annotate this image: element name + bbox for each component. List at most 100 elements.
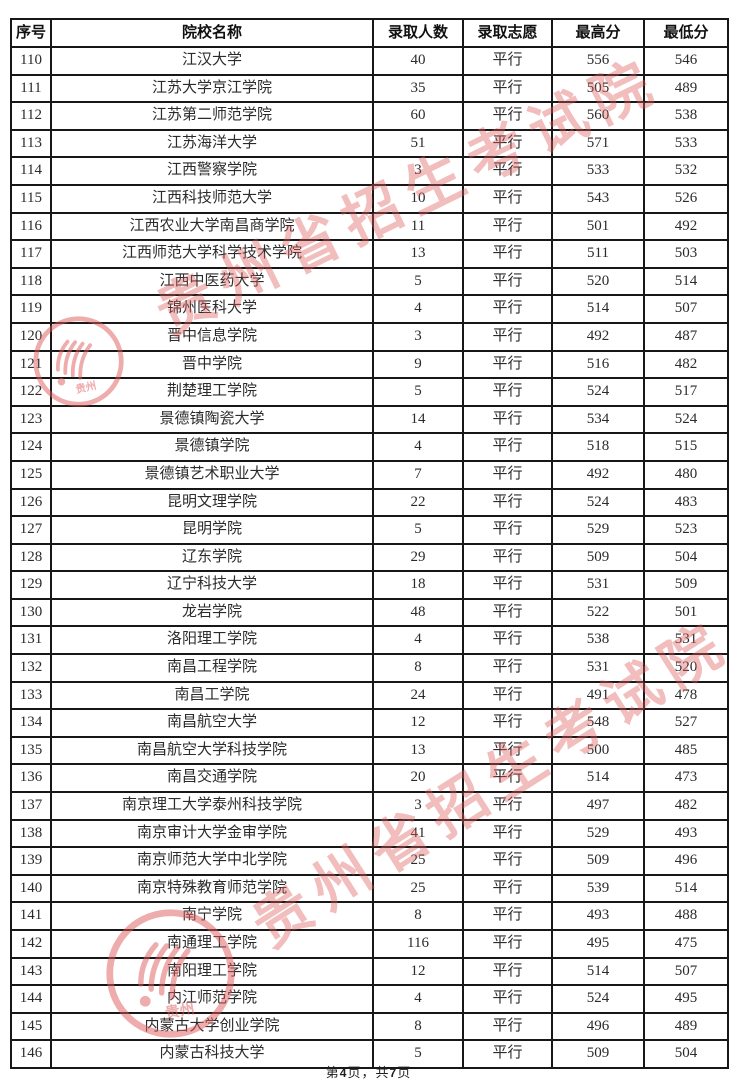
footer-page-number: 4 — [339, 1066, 348, 1080]
cell-max-score: 514 — [551, 956, 645, 987]
cell-serial: 143 — [10, 956, 52, 987]
cell-serial: 144 — [10, 984, 52, 1014]
table-row: 112 江苏第二师范学院 60 平行 560 538 — [10, 101, 729, 131]
cell-min-score: 526 — [643, 183, 729, 214]
cell-min-score: 538 — [643, 101, 729, 131]
cell-max-score: 524 — [551, 377, 645, 407]
cell-school-name: 洛阳理工学院 — [50, 625, 374, 656]
cell-serial: 116 — [10, 211, 52, 242]
table-row: 134 南昌航空大学 12 平行 548 527 — [10, 708, 729, 738]
cell-max-score: 543 — [551, 183, 645, 214]
cell-max-score: 495 — [551, 929, 645, 959]
cell-preference: 平行 — [462, 873, 553, 904]
cell-max-score: 514 — [551, 763, 645, 794]
cell-min-score: 531 — [643, 625, 729, 656]
cell-school-name: 南昌工学院 — [50, 680, 374, 711]
cell-min-score: 488 — [643, 901, 729, 931]
table-row: 136 南昌交通学院 20 平行 514 473 — [10, 763, 729, 794]
cell-preference: 平行 — [462, 570, 553, 600]
cell-max-score: 514 — [551, 294, 645, 324]
cell-admitted-count: 20 — [372, 763, 464, 794]
footer-total-pages: 7 — [389, 1066, 398, 1080]
cell-min-score: 524 — [643, 404, 729, 435]
cell-school-name: 江西科技师范大学 — [50, 183, 374, 214]
cell-min-score: 517 — [643, 377, 729, 407]
cell-preference: 平行 — [462, 708, 553, 738]
cell-preference: 平行 — [462, 321, 553, 352]
cell-preference: 平行 — [462, 680, 553, 711]
cell-max-score: 556 — [551, 46, 645, 76]
cell-min-score: 483 — [643, 487, 729, 518]
cell-preference: 平行 — [462, 377, 553, 407]
table-row: 145 内蒙古大学创业学院 8 平行 496 489 — [10, 1011, 729, 1042]
cell-max-score: 509 — [551, 846, 645, 876]
cell-preference: 平行 — [462, 294, 553, 324]
cell-admitted-count: 9 — [372, 349, 464, 380]
cell-max-score: 509 — [551, 542, 645, 573]
table-row: 118 江西中医药大学 5 平行 520 514 — [10, 266, 729, 297]
cell-serial: 133 — [10, 680, 52, 711]
cell-min-score: 480 — [643, 459, 729, 490]
cell-max-score: 520 — [551, 266, 645, 297]
cell-serial: 114 — [10, 156, 52, 186]
cell-max-score: 509 — [551, 1039, 645, 1069]
cell-admitted-count: 51 — [372, 128, 464, 159]
cell-serial: 111 — [10, 73, 52, 104]
cell-preference: 平行 — [462, 515, 553, 545]
cell-preference: 平行 — [462, 349, 553, 380]
cell-school-name: 南京理工大学泰州科技学院 — [50, 791, 374, 821]
footer-middle: 页，共 — [347, 1065, 390, 1080]
cell-preference: 平行 — [462, 266, 553, 297]
cell-school-name: 晋中学院 — [50, 349, 374, 380]
cell-max-score: 491 — [551, 680, 645, 711]
cell-min-score: 489 — [643, 1011, 729, 1042]
cell-admitted-count: 40 — [372, 46, 464, 76]
cell-serial: 122 — [10, 377, 52, 407]
column-header-preference: 录取志愿 — [462, 18, 553, 48]
cell-serial: 112 — [10, 101, 52, 131]
cell-min-score: 514 — [643, 266, 729, 297]
cell-serial: 132 — [10, 653, 52, 683]
cell-max-score: 522 — [551, 597, 645, 628]
cell-serial: 117 — [10, 239, 52, 269]
cell-school-name: 江西农业大学南昌商学院 — [50, 211, 374, 242]
cell-min-score: 478 — [643, 680, 729, 711]
cell-school-name: 江苏第二师范学院 — [50, 101, 374, 131]
table-row: 119 锦州医科大学 4 平行 514 507 — [10, 294, 729, 324]
cell-min-score: 520 — [643, 653, 729, 683]
cell-admitted-count: 12 — [372, 708, 464, 738]
cell-min-score: 546 — [643, 46, 729, 76]
cell-admitted-count: 8 — [372, 1011, 464, 1042]
cell-serial: 137 — [10, 791, 52, 821]
table-row: 116 江西农业大学南昌商学院 11 平行 501 492 — [10, 211, 729, 242]
table-row: 114 江西警察学院 3 平行 533 532 — [10, 156, 729, 186]
cell-serial: 145 — [10, 1011, 52, 1042]
cell-min-score: 504 — [643, 1039, 729, 1069]
cell-max-score: 496 — [551, 1011, 645, 1042]
table-row: 141 南宁学院 8 平行 493 488 — [10, 901, 729, 931]
table-row: 126 昆明文理学院 22 平行 524 483 — [10, 487, 729, 518]
cell-preference: 平行 — [462, 653, 553, 683]
cell-admitted-count: 4 — [372, 432, 464, 462]
cell-preference: 平行 — [462, 597, 553, 628]
cell-max-score: 497 — [551, 791, 645, 821]
cell-preference: 平行 — [462, 46, 553, 76]
cell-school-name: 内江师范学院 — [50, 984, 374, 1014]
cell-school-name: 景德镇艺术职业大学 — [50, 459, 374, 490]
cell-school-name: 辽宁科技大学 — [50, 570, 374, 600]
cell-school-name: 南昌工程学院 — [50, 653, 374, 683]
cell-serial: 140 — [10, 873, 52, 904]
cell-serial: 127 — [10, 515, 52, 545]
column-header-max-score: 最高分 — [551, 18, 645, 48]
cell-serial: 128 — [10, 542, 52, 573]
table-row: 131 洛阳理工学院 4 平行 538 531 — [10, 625, 729, 656]
cell-min-score: 523 — [643, 515, 729, 545]
cell-serial: 110 — [10, 46, 52, 76]
cell-serial: 123 — [10, 404, 52, 435]
cell-school-name: 江汉大学 — [50, 46, 374, 76]
table-row: 142 南通理工学院 116 平行 495 475 — [10, 929, 729, 959]
cell-school-name: 龙岩学院 — [50, 597, 374, 628]
cell-min-score: 533 — [643, 128, 729, 159]
cell-max-score: 493 — [551, 901, 645, 931]
table-row: 111 江苏大学京江学院 35 平行 505 489 — [10, 73, 729, 104]
